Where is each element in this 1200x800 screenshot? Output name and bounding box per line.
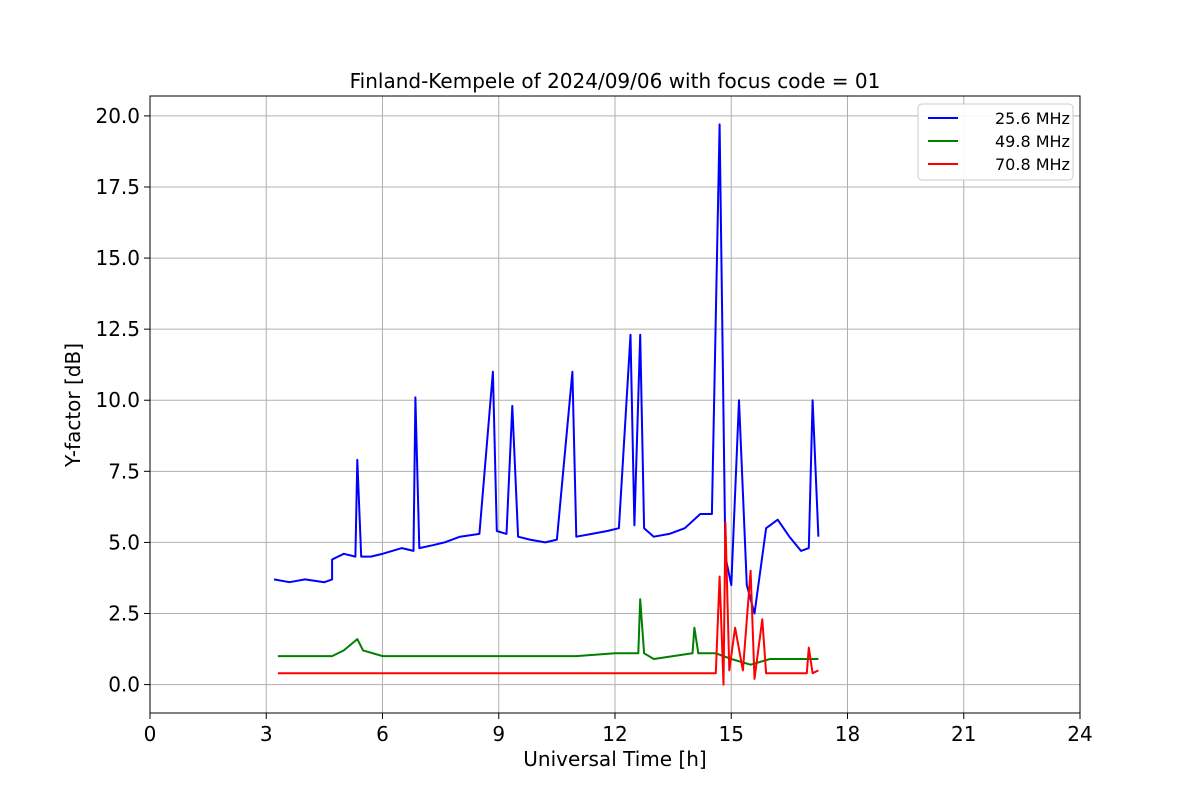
series-line-70-8-mhz <box>277 521 819 686</box>
series-layer <box>273 123 820 686</box>
legend-box <box>917 103 1074 181</box>
legend-label-70-8-mhz: 70.8 MHz <box>995 155 1070 174</box>
legend-label-25-6-mhz: 25.6 MHz <box>995 109 1070 128</box>
y-tick-label: 2.5 <box>108 601 140 625</box>
legend: 25.6 MHz 49.8 MHz 70.8 MHz <box>917 103 1074 181</box>
x-tick-label: 18 <box>835 722 860 746</box>
x-tick-label: 0 <box>144 722 157 746</box>
x-tick-label: 9 <box>492 722 505 746</box>
y-tick-label: 20.0 <box>95 104 140 128</box>
y-tick-label: 17.5 <box>95 175 140 199</box>
ticks: 0 3 6 9 12 15 18 21 24 0.0 2.5 5.0 7.5 10.0 12.5 15.0 17… <box>95 104 1092 746</box>
y-tick-label: 12.5 <box>95 317 140 341</box>
y-axis-label: Y-factor [dB] <box>61 343 85 468</box>
x-tick-label: 12 <box>602 722 627 746</box>
x-tick-label: 3 <box>260 722 273 746</box>
y-tick-label: 0.0 <box>108 673 140 697</box>
x-axis-label: Universal Time [h] <box>523 747 706 771</box>
y-tick-label: 5.0 <box>108 530 140 554</box>
x-tick-label: 6 <box>376 722 389 746</box>
x-tick-label: 15 <box>719 722 744 746</box>
y-tick-label: 7.5 <box>108 459 140 483</box>
y-tick-label: 10.0 <box>95 388 140 412</box>
chart-title: Finland-Kempele of 2024/09/06 with focus… <box>350 69 881 93</box>
y-tick-label: 15.0 <box>95 246 140 270</box>
x-tick-label: 24 <box>1067 722 1092 746</box>
x-tick-label: 21 <box>951 722 976 746</box>
series-line-25-6-mhz <box>273 123 820 615</box>
legend-label-49-8-mhz: 49.8 MHz <box>995 132 1070 151</box>
